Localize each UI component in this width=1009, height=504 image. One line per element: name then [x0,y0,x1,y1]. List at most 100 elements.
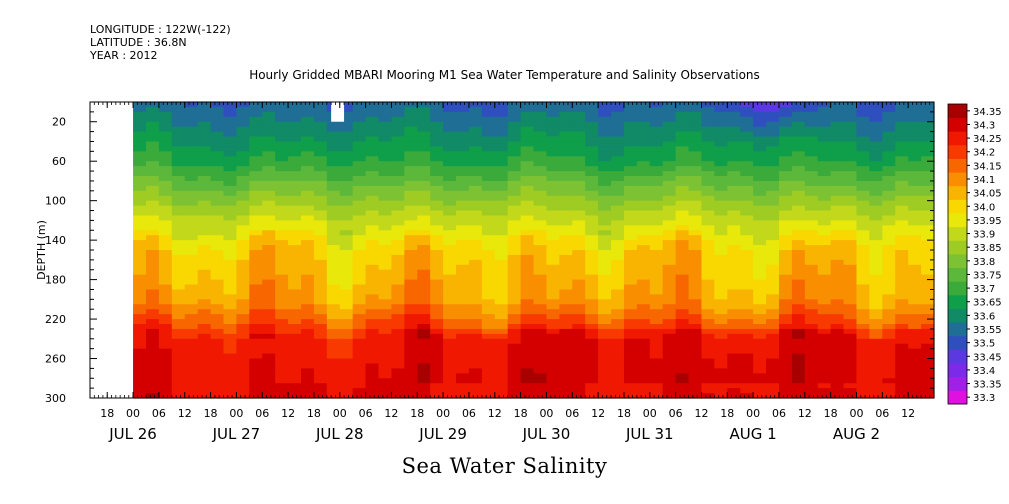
salinity-cell [778,111,793,118]
salinity-cell [365,363,380,369]
salinity-cell [817,176,832,182]
salinity-cell [662,195,677,202]
salinity-cell [869,363,883,369]
salinity-cell [559,176,573,182]
salinity-cell [856,284,871,291]
salinity-cell [391,210,405,217]
salinity-cell [288,358,302,365]
salinity-cell [895,121,909,128]
salinity-cell [662,353,677,360]
salinity-cell [753,343,767,350]
salinity-cell [908,373,922,379]
salinity-cell [559,235,573,241]
salinity-cell [288,245,302,251]
salinity-cell [210,166,225,172]
salinity-cell [791,279,806,286]
salinity-cell [352,259,367,266]
salinity-cell [391,284,405,291]
salinity-cell [262,180,276,187]
salinity-cell [404,343,418,350]
salinity-cell [585,220,599,226]
salinity-cell [223,328,238,335]
salinity-cell [391,220,405,226]
salinity-cell [236,146,250,152]
salinity-cell [662,185,677,192]
salinity-cell [817,279,832,286]
salinity-cell [275,368,289,374]
salinity-cell [546,254,560,261]
salinity-cell [623,284,638,291]
x-day-label: JUL 31 [625,425,674,443]
salinity-cell [262,102,276,108]
salinity-cell [623,136,638,143]
salinity-cell [507,185,522,192]
salinity-cell [507,358,522,365]
salinity-cell [249,245,263,251]
salinity-cell [701,348,715,355]
salinity-cell [611,348,625,355]
salinity-cell [817,161,832,167]
salinity-cell [236,274,250,281]
salinity-cell [611,215,625,221]
salinity-cell [352,205,367,212]
salinity-cell [249,131,263,138]
salinity-cell [507,393,522,399]
salinity-cell [456,309,470,315]
salinity-cell [908,284,922,291]
salinity-cell [791,309,806,315]
salinity-cell [701,210,715,217]
salinity-cell [365,171,380,177]
salinity-cell [623,171,638,177]
salinity-cell [895,373,909,379]
salinity-cell [753,146,767,152]
salinity-cell [623,102,638,108]
salinity-cell [817,348,832,355]
salinity-cell [753,205,767,212]
salinity-cell [430,299,444,305]
salinity-cell [210,269,225,276]
salinity-cell [559,106,573,113]
salinity-cell [533,106,548,113]
salinity-cell [611,289,625,295]
salinity-cell [404,304,418,310]
salinity-cell [520,121,535,128]
salinity-cell [908,200,922,207]
salinity-cell [895,126,909,133]
salinity-cell [598,131,612,138]
salinity-cell [869,210,883,217]
salinity-cell [662,225,677,231]
salinity-cell [468,171,483,177]
salinity-cell [817,240,832,246]
salinity-cell [249,333,263,340]
salinity-cell [908,151,922,157]
salinity-cell [481,220,496,226]
x-tick-label: 18 [617,407,631,420]
salinity-cell [572,358,586,365]
salinity-cell [804,388,819,394]
salinity-cell [326,190,341,197]
salinity-cell [727,106,741,113]
salinity-cell [688,363,703,369]
salinity-cell [133,230,147,236]
salinity-cell [688,210,703,217]
colorbar-swatch [948,172,967,187]
salinity-cell [430,378,444,384]
salinity-cell [533,131,548,138]
salinity-cell [456,324,470,330]
salinity-cell [184,151,199,157]
salinity-cell [171,274,186,281]
y-tick-label: 20 [52,116,66,129]
salinity-cell [417,220,431,226]
salinity-cell [714,284,728,291]
salinity-cell [520,185,535,192]
salinity-cell [158,299,173,305]
salinity-cell [236,205,250,212]
salinity-cell [507,121,522,128]
salinity-cell [623,185,638,192]
salinity-cell [559,185,573,192]
salinity-cell [778,245,793,251]
salinity-cell [249,106,263,113]
salinity-cell [740,240,754,246]
salinity-cell [623,333,638,340]
salinity-cell [288,171,302,177]
